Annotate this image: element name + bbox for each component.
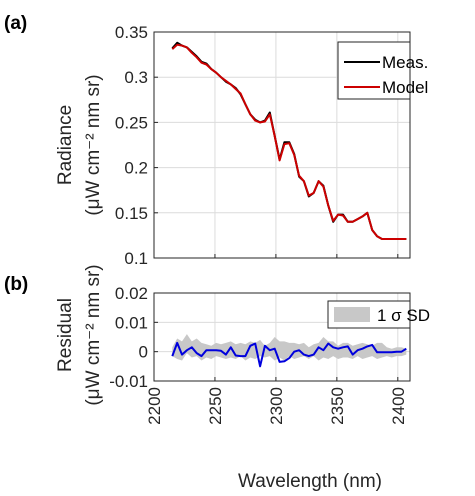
x-tick-label: 2350: [328, 387, 347, 425]
radiance-lines: [171, 41, 407, 240]
x-tick-label: 2400: [389, 387, 408, 425]
residual-lines: [171, 341, 407, 368]
residual-sd-band: [172, 334, 407, 361]
x-tick-label: 2250: [206, 387, 225, 425]
residual-line: [171, 341, 407, 368]
residual-y-tick-label: -0.01: [109, 372, 148, 391]
radiance-y-tick-label: 0.1: [124, 249, 148, 268]
x-tick-label: 2200: [145, 387, 164, 425]
radiance-y-tick-label: 0.15: [115, 204, 148, 223]
radiance-axes-frame: [153, 31, 411, 259]
model-radiance-line: [171, 43, 407, 240]
residual-y-tick-label: 0.02: [115, 284, 148, 303]
legend-swatch-sd-band: [334, 307, 370, 322]
x-axis-label: Wavelength (nm): [238, 471, 382, 492]
residual-axes-frame: [153, 292, 411, 382]
legend-label-meas: Meas.: [382, 53, 428, 72]
panel-label-b: (b): [4, 274, 28, 295]
residual-x-ticks: 2200 2250 2300 2350 2400: [145, 377, 408, 425]
radiance-y-unit: (μW cm⁻² nm sr): [83, 74, 104, 215]
radiance-y-tick-label: 0.25: [115, 113, 148, 132]
x-tick-label: 2300: [267, 387, 286, 425]
residual-y-tick-label: 0: [139, 343, 148, 362]
residual-y-ticks: -0.01 0 0.01 0.02: [109, 284, 158, 391]
radiance-y-ticks: 0.1 0.15 0.2 0.25 0.3 0.35: [115, 23, 399, 268]
residual-legend: 1 σ SD: [327, 300, 430, 329]
radiance-panel: 0.1 0.15 0.2 0.25 0.3 0.35 (a) Radiance (μW c…: [4, 13, 428, 268]
radiance-y-tick-label: 0.3: [124, 68, 148, 87]
radiance-legend: Meas. Model: [337, 41, 428, 100]
residual-y-unit: (μW cm⁻² nm sr): [83, 264, 104, 405]
legend-label-model: Model: [382, 78, 428, 97]
radiance-y-tick-label: 0.35: [115, 23, 148, 42]
panel-label-a: (a): [4, 13, 27, 34]
radiance-y-tick-label: 0.2: [124, 159, 148, 178]
radiance-y-label: Radiance: [55, 105, 76, 185]
sd-band-area: [172, 334, 407, 361]
legend-label-sd-band: 1 σ SD: [377, 306, 430, 325]
radiance-legend-box: [337, 41, 411, 100]
residual-y-label: Residual: [55, 298, 76, 372]
residual-y-tick-label: 0.01: [115, 313, 148, 332]
